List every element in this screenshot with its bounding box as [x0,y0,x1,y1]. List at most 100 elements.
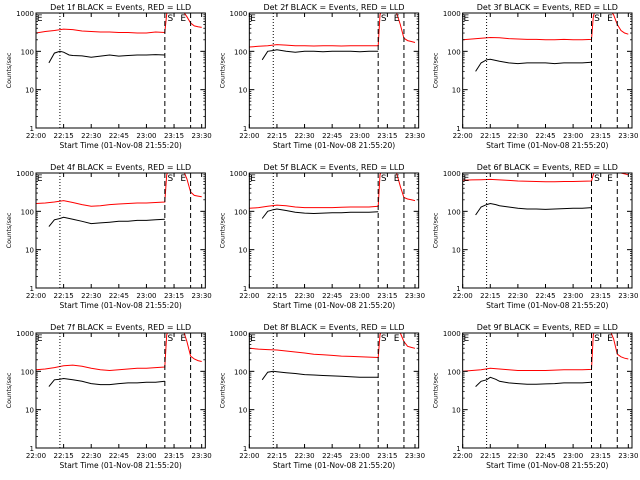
x-tick-label: 22:00 [239,292,259,300]
x-tick-label: 22:30 [508,452,528,460]
x-tick-label: 22:45 [535,452,555,460]
x-tick-label: 22:45 [322,132,342,140]
y-tick-label: 1 [30,445,34,453]
chart-title: Det 4f BLACK = Events, RED = LLD [50,163,191,172]
plot-frame [462,172,633,289]
y-tick-label: 10 [452,247,461,255]
series-line-black [48,216,165,227]
y-tick-label: 1 [456,125,460,133]
event-marker: E [180,334,186,344]
event-marker: E [250,14,256,24]
x-axis-label: Start Time (01-Nov-08 21:55:20) [60,461,182,470]
event-marker: E [250,334,256,344]
x-tick-label: 22:00 [453,292,473,300]
series-group [249,173,416,219]
y-tick-label: 1 [456,285,460,293]
x-tick-label: 23:15 [591,292,611,300]
y-tick-label: 1 [30,285,34,293]
y-axis-label: Counts/sec [5,52,13,88]
x-axis-label: Start Time (01-Nov-08 21:55:20) [273,301,395,310]
x-tick-label: 22:15 [480,132,500,140]
x-tick-label: 23:15 [591,452,611,460]
x-tick-label: 23:30 [618,452,638,460]
y-tick-label: 1000 [230,330,248,338]
series-group [249,13,416,61]
event-marker: E [394,334,400,344]
chart-title: Det 2f BLACK = Events, RED = LLD [263,3,404,12]
x-tick-label: 22:15 [267,452,287,460]
x-tick-label: 22:00 [239,132,259,140]
x-tick-label: 23:15 [377,452,397,460]
x-tick-label: 23:00 [350,452,370,460]
y-tick-label: 1000 [230,170,248,178]
event-marker: E [37,174,43,184]
series-line-black [48,50,165,64]
y-tick-label: 100 [447,368,460,376]
x-tick-label: 23:30 [405,292,425,300]
y-tick-label: 10 [452,407,461,415]
x-axis-label: Start Time (01-Nov-08 21:55:20) [486,141,608,150]
x-tick-label: 23:30 [618,132,638,140]
series-group [36,13,202,64]
x-tick-label: 23:15 [164,452,184,460]
event-marker: E [607,14,613,24]
x-tick-label: 23:30 [405,452,425,460]
event-marker: E [394,174,400,184]
event-marker: S [381,14,387,24]
event-marker: E [464,174,470,184]
x-tick-label: 22:45 [535,132,555,140]
x-tick-label: 22:15 [54,132,74,140]
chart-title: Det 3f BLACK = Events, RED = LLD [477,3,618,12]
y-tick-label: 1000 [443,170,461,178]
event-marker: E [607,334,613,344]
y-tick-label: 1000 [16,170,34,178]
x-tick-label: 23:30 [618,292,638,300]
event-marker: S [381,334,387,344]
y-tick-label: 1 [456,445,460,453]
event-marker: S [594,174,600,184]
x-tick-label: 22:30 [508,132,528,140]
x-tick-label: 23:15 [164,292,184,300]
y-tick-label: 10 [25,407,34,415]
x-tick-label: 22:30 [81,292,101,300]
y-axis-label: Counts/sec [218,52,226,88]
y-axis-label: Counts/sec [432,212,440,248]
y-tick-label: 1000 [16,330,34,338]
y-tick-label: 1 [30,125,34,133]
y-axis-label: Counts/sec [432,52,440,88]
x-tick-label: 22:45 [535,292,555,300]
series-line-red [462,173,629,183]
y-axis-label: Counts/sec [432,372,440,408]
y-tick-label: 1 [243,125,247,133]
x-axis-label: Start Time (01-Nov-08 21:55:20) [273,461,395,470]
chart-title: Det 9f BLACK = Events, RED = LLD [477,323,618,332]
series-line-black [261,208,379,219]
event-marker: E [464,14,470,24]
y-tick-label: 1000 [443,10,461,18]
y-tick-label: 10 [238,247,247,255]
x-tick-label: 22:30 [294,292,314,300]
y-tick-label: 100 [21,368,34,376]
event-marker: E [180,14,186,24]
y-tick-label: 100 [447,48,460,56]
y-tick-label: 10 [452,87,461,95]
series-line-black [48,377,165,387]
plot-frame [248,12,420,129]
series-group [36,333,202,387]
y-tick-label: 10 [25,247,34,255]
y-tick-label: 100 [234,48,247,56]
y-tick-label: 1 [243,285,247,293]
event-marker: S [594,334,600,344]
x-tick-label: 22:30 [81,452,101,460]
x-tick-label: 22:45 [109,292,129,300]
y-tick-label: 10 [238,407,247,415]
event-marker: E [464,334,470,344]
x-tick-label: 22:15 [267,292,287,300]
x-axis-label: Start Time (01-Nov-08 21:55:20) [486,301,608,310]
series-line-red [36,173,202,207]
x-tick-label: 22:15 [54,292,74,300]
chart-title: Det 6f BLACK = Events, RED = LLD [477,163,618,172]
x-tick-label: 23:00 [350,292,370,300]
